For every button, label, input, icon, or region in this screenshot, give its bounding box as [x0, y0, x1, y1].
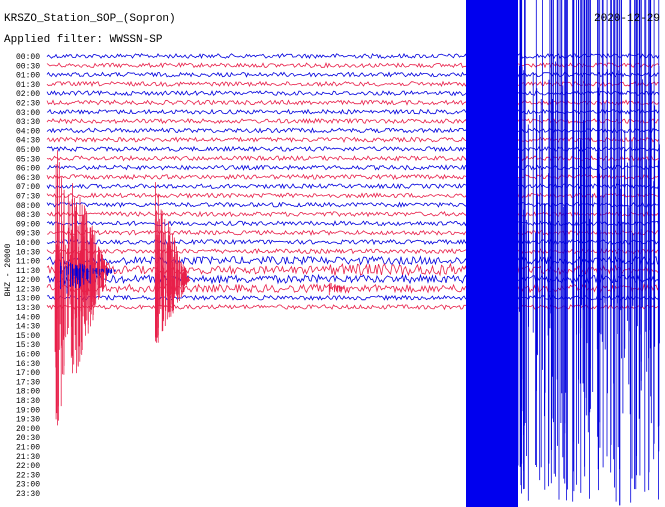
row-label: 13:00	[16, 295, 40, 304]
row-labels: 00:0000:3001:0001:3002:0002:3003:0003:30…	[16, 53, 40, 499]
row-label: 18:00	[16, 388, 40, 397]
row-label: 06:00	[16, 165, 40, 174]
row-label: 12:30	[16, 285, 40, 294]
row-label: 03:30	[16, 118, 40, 127]
row-label: 13:30	[16, 304, 40, 313]
row-label: 04:00	[16, 127, 40, 136]
saturated-block	[466, 0, 518, 507]
row-label: 20:30	[16, 434, 40, 443]
row-label: 23:30	[16, 490, 40, 499]
row-label: 11:00	[16, 258, 40, 267]
row-label: 09:00	[16, 220, 40, 229]
row-label: 01:30	[16, 81, 40, 90]
row-label: 08:00	[16, 202, 40, 211]
row-label: 02:00	[16, 90, 40, 99]
row-label: 05:00	[16, 146, 40, 155]
station-title: KRSZO_Station_SOP_(Sopron)	[4, 13, 176, 25]
row-label: 07:30	[16, 192, 40, 201]
row-label: 00:30	[16, 62, 40, 71]
row-label: 03:00	[16, 109, 40, 118]
row-label: 15:30	[16, 341, 40, 350]
row-label: 09:30	[16, 230, 40, 239]
row-label: 17:30	[16, 378, 40, 387]
row-label: 11:30	[16, 267, 40, 276]
row-label: 08:30	[16, 211, 40, 220]
filter: Applied filter: WWSSN-SP	[4, 34, 163, 46]
row-label: 21:00	[16, 444, 40, 453]
row-label: 19:00	[16, 406, 40, 415]
row-label: 10:30	[16, 248, 40, 257]
row-label: 05:30	[16, 155, 40, 164]
row-label: 20:00	[16, 425, 40, 434]
row-label: 16:00	[16, 351, 40, 360]
row-label: 16:30	[16, 360, 40, 369]
row-label: 10:00	[16, 239, 40, 248]
row-label: 14:30	[16, 323, 40, 332]
row-label: 00:00	[16, 53, 40, 62]
row-label: 23:00	[16, 481, 40, 490]
row-label: 04:30	[16, 137, 40, 146]
row-label: 06:30	[16, 174, 40, 183]
row-label: 15:00	[16, 332, 40, 341]
row-label: 07:00	[16, 183, 40, 192]
axis-label: BHZ - 20000	[4, 243, 13, 296]
date: 2020-12-29	[594, 13, 660, 25]
row-label: 19:30	[16, 416, 40, 425]
row-label: 01:00	[16, 72, 40, 81]
row-label: 12:00	[16, 276, 40, 285]
row-label: 22:30	[16, 471, 40, 480]
row-label: 18:30	[16, 397, 40, 406]
row-label: 02:30	[16, 99, 40, 108]
row-label: 14:00	[16, 313, 40, 322]
row-label: 17:00	[16, 369, 40, 378]
row-label: 21:30	[16, 453, 40, 462]
row-label: 22:00	[16, 462, 40, 471]
traces	[46, 0, 660, 506]
